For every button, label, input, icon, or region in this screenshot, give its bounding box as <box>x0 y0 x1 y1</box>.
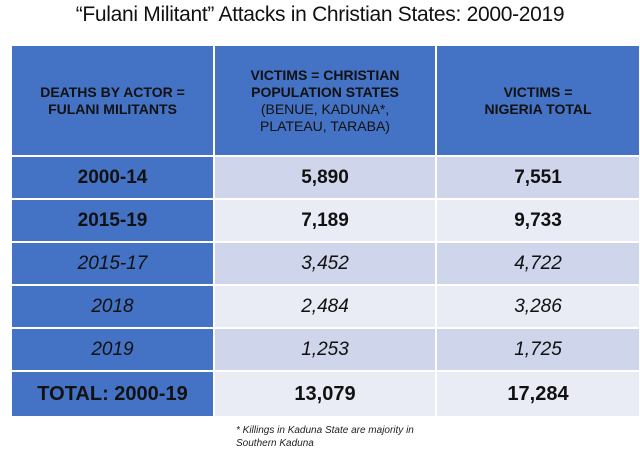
christian-states-value: 2,484 <box>213 284 437 329</box>
row-period: TOTAL: 2000-19 <box>10 370 215 418</box>
table-row: 2015-19 7,189 9,733 <box>10 198 640 243</box>
christian-states-value: 1,253 <box>213 327 437 372</box>
nigeria-total-value: 3,286 <box>435 284 640 329</box>
row-period: 2015-19 <box>10 198 215 243</box>
table-header-row: DEATHS BY ACTOR = FULANI MILITANTS VICTI… <box>10 44 640 157</box>
nigeria-total-value: 9,733 <box>435 198 640 243</box>
table-row: 2000-14 5,890 7,551 <box>10 155 640 200</box>
nigeria-total-value: 17,284 <box>435 370 640 418</box>
footnote: * Killings in Kaduna State are majority … <box>236 424 414 450</box>
page-title: “Fulani Militant” Attacks in Christian S… <box>75 3 565 26</box>
row-period: 2018 <box>10 284 215 329</box>
header-deaths-by-actor: DEATHS BY ACTOR = FULANI MILITANTS <box>10 44 215 157</box>
header-label: DEATHS BY ACTOR = FULANI MILITANTS <box>40 83 185 117</box>
christian-states-value: 13,079 <box>213 370 437 418</box>
attacks-table: DEATHS BY ACTOR = FULANI MILITANTS VICTI… <box>10 44 640 418</box>
row-period: 2000-14 <box>10 155 215 200</box>
header-sublabel: (BENUE, KADUNA*, PLATEAU, TARABA) <box>260 100 390 134</box>
row-period: 2019 <box>10 327 215 372</box>
row-period: 2015-17 <box>10 241 215 286</box>
christian-states-value: 7,189 <box>213 198 437 243</box>
header-label: VICTIMS = NIGERIA TOTAL <box>484 83 592 117</box>
footnote-line: * Killings in Kaduna State are majority … <box>236 425 414 436</box>
nigeria-total-value: 4,722 <box>435 241 640 286</box>
footnote-line: Southern Kaduna <box>236 438 314 449</box>
table-row: 2015-17 3,452 4,722 <box>10 241 640 286</box>
christian-states-value: 5,890 <box>213 155 437 200</box>
nigeria-total-value: 1,725 <box>435 327 640 372</box>
header-christian-states: VICTIMS = CHRISTIAN POPULATION STATES (B… <box>213 44 437 157</box>
header-label: VICTIMS = CHRISTIAN POPULATION STATES <box>250 66 400 100</box>
nigeria-total-value: 7,551 <box>435 155 640 200</box>
table-row: 2019 1,253 1,725 <box>10 327 640 372</box>
table-row: 2018 2,484 3,286 <box>10 284 640 329</box>
table-row-total: TOTAL: 2000-19 13,079 17,284 <box>10 370 640 418</box>
header-nigeria-total: VICTIMS = NIGERIA TOTAL <box>435 44 640 157</box>
christian-states-value: 3,452 <box>213 241 437 286</box>
